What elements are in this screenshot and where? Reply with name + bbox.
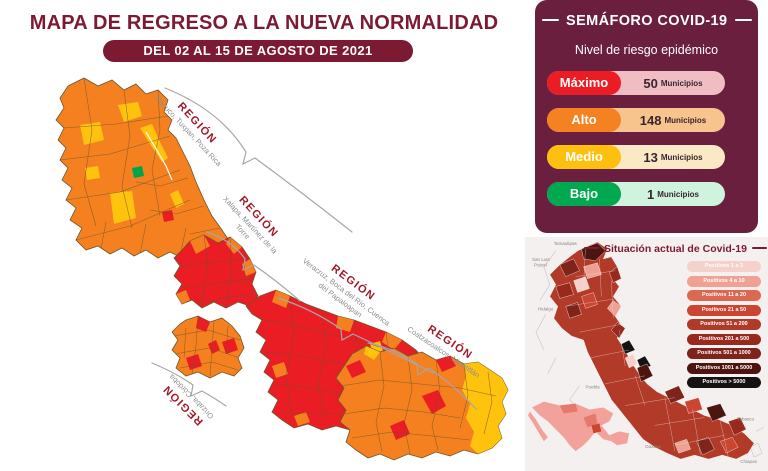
orizaba-municipality-patches xyxy=(173,316,241,377)
region-xalapa xyxy=(173,234,259,309)
level-count: 50 xyxy=(643,75,658,91)
level-count: 148 xyxy=(639,112,662,128)
semaforo-title: SEMÁFORO COVID-19 xyxy=(535,13,758,29)
state-label-puebla: Puebla xyxy=(586,385,601,390)
legend-pill-6: Positivos 201 a 500 xyxy=(687,333,761,345)
legend-pill-8: Positivos 1001 a 5000 xyxy=(687,362,761,374)
mini-veracruz-shape xyxy=(549,241,755,460)
page-title: MAPA DE REGRESO A LA NUEVA NORMALIDAD xyxy=(29,12,499,34)
region-braces xyxy=(151,87,477,410)
dash-rule xyxy=(734,18,752,22)
level-row-alto: Alto 148 Municipios xyxy=(547,108,725,132)
state-label-hidalgo: Hidalgo xyxy=(538,306,554,311)
legend-pill-5: Positivos 51 a 200 xyxy=(687,319,761,330)
level-unit: Municipios xyxy=(657,189,699,199)
state-label-san-luis-1: San Luis xyxy=(532,257,550,262)
legend-pill-9: Positivos > 5000 xyxy=(687,377,761,388)
state-label-tabasco: Tabasco xyxy=(737,416,754,421)
situacion-mini-map: Tamaulipas San Luis Potosí Hidalgo Puebl… xyxy=(528,241,765,464)
level-count: 13 xyxy=(643,149,658,165)
positivos-legend: Positivos 1 a 3 Positivos 4 a 10 Positiv… xyxy=(687,261,761,392)
situacion-title: Situación actual de Covid-19 xyxy=(579,243,767,255)
legend-pill-3: Positivos 11 a 20 xyxy=(687,290,761,301)
semaforo-subtitle: Nivel de riesgo epidémico xyxy=(574,43,719,57)
level-pill-bajo: Bajo xyxy=(547,182,621,206)
state-label-tamaulipas: Tamaulipas xyxy=(554,241,578,246)
level-unit: Municipios xyxy=(664,115,707,125)
dash-rule xyxy=(751,247,767,250)
south-municipality-patches xyxy=(339,346,508,455)
mini-municipality-patches xyxy=(555,242,747,456)
level-row-medio: Medio 13 Municipios xyxy=(547,145,725,169)
situacion-panel: Tamaulipas San Luis Potosí Hidalgo Puebl… xyxy=(525,237,768,471)
region-north-panuco-tuxpan xyxy=(55,77,237,259)
level-pill-maximo: Máximo xyxy=(547,71,621,95)
brace-veracruz xyxy=(277,297,434,374)
legend-pill-2: Positivos 4 a 10 xyxy=(687,275,761,287)
brace-orizaba xyxy=(151,362,227,407)
state-label-san-luis-2: Potosí xyxy=(534,263,548,268)
region-orizaba-cordoba xyxy=(171,315,245,379)
level-row-maximo: Máximo 50 Municipios xyxy=(547,71,725,95)
semaforo-panel: SEMÁFORO COVID-19 Nivel de riesgo epidém… xyxy=(535,0,758,233)
mini-borders xyxy=(565,246,729,458)
level-row-bajo: Bajo 1 Municipios xyxy=(547,182,725,206)
brace-north xyxy=(164,87,353,233)
veracruz-map-svg xyxy=(55,77,509,461)
legend-pill-1: Positivos 1 a 3 xyxy=(687,261,761,272)
date-range-badge: DEL 02 AL 15 DE AGOSTO DE 2021 xyxy=(103,40,413,62)
mexico-inset-map xyxy=(528,401,630,452)
level-unit: Municipios xyxy=(660,78,703,88)
level-pill-medio: Medio xyxy=(547,145,621,169)
region-coatzacoalcos-south xyxy=(335,345,509,461)
dash-rule xyxy=(584,247,599,250)
legend-pill-7: Positivos 501 a 1000 xyxy=(687,348,761,359)
legend-pill-4: Positivos 21 a 50 xyxy=(687,304,761,316)
state-label-oaxaca: Oaxaca xyxy=(645,444,661,449)
brace-xalapa xyxy=(206,231,301,302)
north-municipality-patches xyxy=(59,78,221,257)
level-pill-alto: Alto xyxy=(547,108,621,132)
level-count: 1 xyxy=(646,186,655,202)
semaforo-levels: Máximo 50 Municipios Alto 148 Municipios M… xyxy=(547,71,725,219)
veracruz-choropleth-map xyxy=(40,66,520,466)
level-unit: Municipios xyxy=(660,152,703,162)
brace-coatzacoalcos xyxy=(367,342,477,410)
dash-rule xyxy=(542,18,559,22)
state-label-chiapas: Chiapas xyxy=(740,459,757,464)
